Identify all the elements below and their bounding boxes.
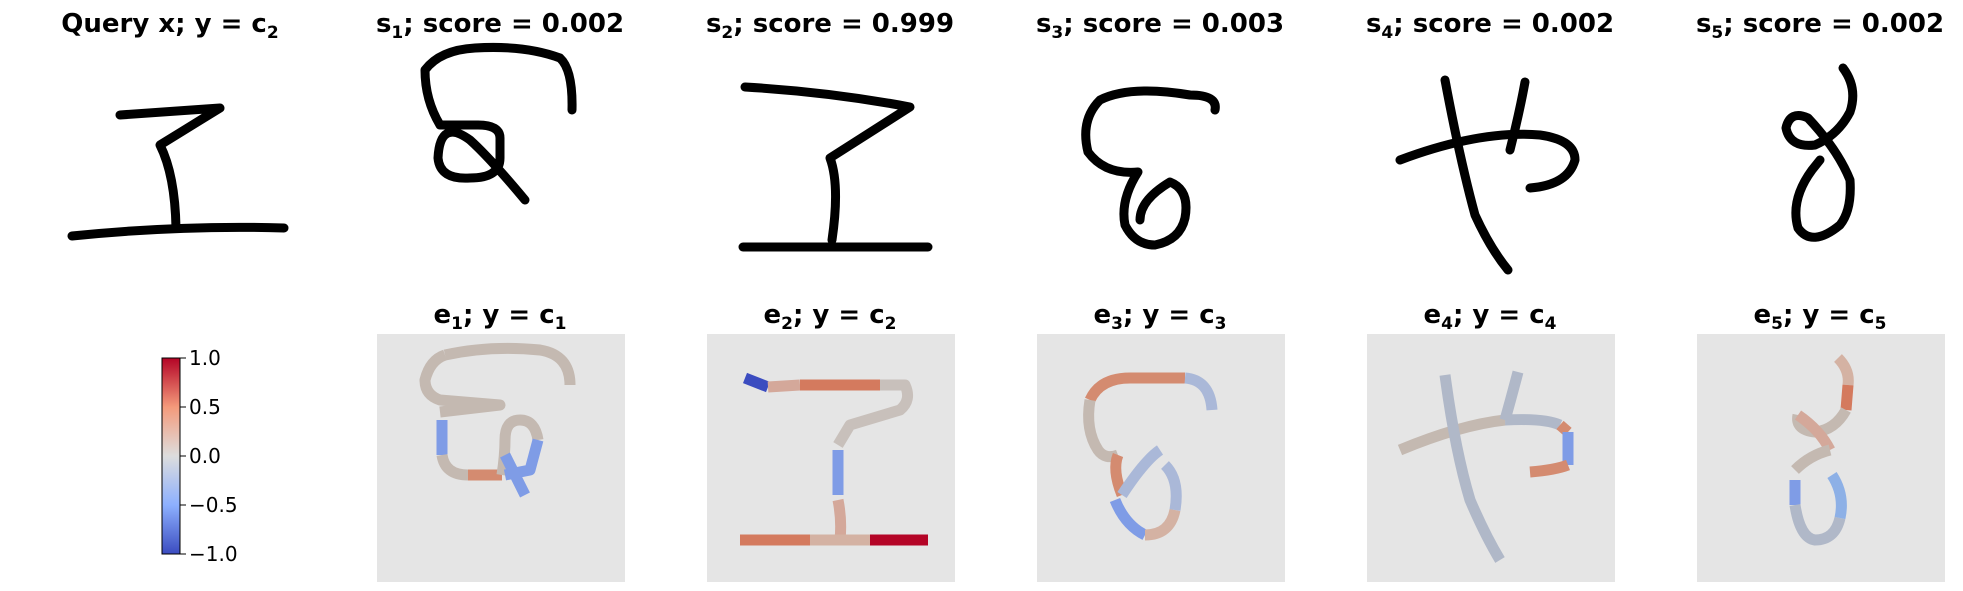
explanation-3-heatmap	[1037, 334, 1285, 582]
colorbar-gradient	[161, 357, 181, 555]
query-title: Query x; y = c2	[61, 9, 278, 43]
explanation-5-heatmap	[1697, 334, 1945, 582]
explanation-2-heatmap	[707, 334, 955, 582]
support-5-image	[1781, 63, 1858, 242]
explanation-2-title: e2; y = c2	[763, 300, 896, 334]
support-2-title: s2; score = 0.999	[706, 9, 954, 43]
support-1-image	[420, 42, 577, 205]
support-4-image	[1395, 75, 1580, 275]
support-2-image	[738, 82, 933, 252]
colorbar-tick-label: 1.0	[189, 346, 221, 370]
colorbar-tick-label: 0.5	[189, 395, 221, 419]
support-4-title: s4; score = 0.002	[1366, 9, 1614, 43]
support-5-title: s5; score = 0.002	[1696, 9, 1944, 43]
colorbar-tick-label: 0.0	[189, 444, 221, 468]
support-3-title: s3; score = 0.003	[1036, 9, 1284, 43]
explanation-4-title: e4; y = c4	[1423, 300, 1556, 334]
colorbar-tick-label: −0.5	[189, 493, 238, 517]
explanation-1-title: e1; y = c1	[433, 300, 566, 334]
support-3-image	[1081, 86, 1220, 250]
colorbar: 1.0 0.5 0.0 −0.5 −1.0	[161, 346, 238, 566]
explanation-5-title: e5; y = c5	[1753, 300, 1886, 334]
explanation-1-heatmap	[377, 334, 625, 582]
query-image	[67, 103, 289, 241]
support-1-title: s1; score = 0.002	[376, 9, 624, 43]
explanation-3-title: e3; y = c3	[1093, 300, 1226, 334]
explanation-4-heatmap	[1367, 334, 1615, 582]
colorbar-tick-label: −1.0	[189, 542, 238, 566]
